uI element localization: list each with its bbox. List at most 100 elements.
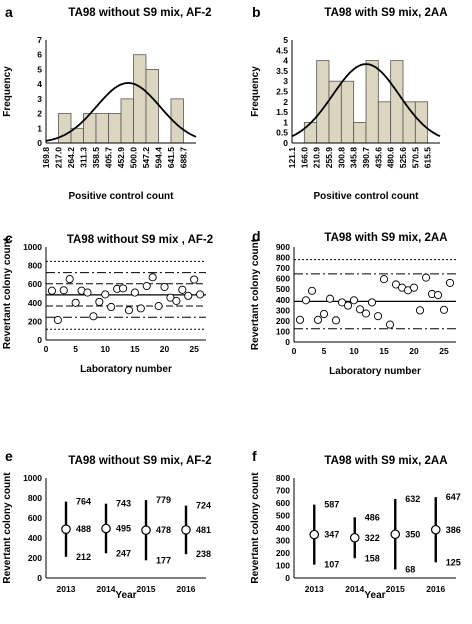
y-tick-label: 3.5 [276,66,288,76]
data-point [101,290,110,299]
data-point [71,298,80,307]
y-tick-label: 400 [276,523,290,533]
data-point [301,296,311,305]
y-tick-label: 900 [276,242,290,252]
y-tick-label: 800 [276,253,290,263]
y-tick-label: 1000 [23,473,42,483]
x-tick-label: 20 [160,344,170,354]
y-tick-label: 0 [285,337,290,347]
x-tick-label: 2014 [97,584,116,594]
bar [95,113,109,144]
y-tick-label: 1 [283,117,288,127]
y-axis-label: Revertant colony count [2,237,13,349]
panel-f: f TA98 with S9 mix, 2AA 0 100 200 300 400 500 60… [250,448,461,601]
y-tick-label: 0 [37,335,42,345]
x-tick-label: 121.1 [287,147,297,169]
x-tick-label: 480.6 [386,147,396,169]
x-tick-label: 405.7 [104,147,114,169]
y-tick-label: 600 [276,498,290,508]
data-point [89,312,98,321]
data-point [118,284,128,293]
x-tick-label: 2016 [177,584,196,594]
data-point [355,305,365,314]
bar [390,60,404,144]
x-tick-label: 500.0 [129,147,139,169]
x-axis-label: Year [115,590,136,601]
mean-label: 347 [324,530,339,540]
x-tick-label: 435.6 [373,147,383,169]
panel-letter: a [5,4,13,20]
bar [340,80,355,144]
data-point [136,304,145,313]
bar [133,54,147,144]
x-tick-label: 570.5 [410,147,420,169]
y-tick-label: 300 [276,536,290,546]
bar [108,113,122,144]
y-tick-label: 600 [28,279,42,289]
data-point [107,302,116,312]
data-point [325,294,335,303]
data-point [172,296,181,305]
x-tick-label: 10 [101,344,111,354]
x-axis-label: Positive control count [68,191,174,202]
upper-label: 743 [116,499,131,509]
data-point [142,282,151,291]
lower-label: 68 [405,565,415,575]
y-axis-label: Frequency [2,66,13,117]
y-tick-label: 3 [283,76,288,86]
x-tick-label: 641.5 [166,147,176,169]
y-axis-label: Revertant colony count [250,238,261,350]
mean-marker [141,525,151,535]
mean-label: 481 [196,525,211,535]
y-tick-label: 700 [276,486,290,496]
data-point [65,275,74,284]
data-point [184,291,193,300]
mean-label: 488 [76,524,91,534]
chart-title: TA98 without S9 mix, AF-2 [68,7,211,19]
panel-a: a TA98 without S9 mix, AF-2 0 1 2 3 4 5 6 7 Positi… [2,4,212,202]
mean-marker [430,524,441,535]
x-tick-label: 25 [439,346,449,356]
lower-label: 238 [196,549,211,559]
y-tick-label: 6 [37,50,42,60]
panel-letter: f [252,448,257,464]
x-tick-label: 166.0 [299,147,309,169]
x-tick-label: 547.2 [141,147,151,169]
data-point [433,290,443,300]
upper-label: 764 [76,497,91,507]
x-tick-label: 210.9 [312,147,322,169]
mean-label: 322 [365,533,380,543]
data-point [349,296,359,305]
y-axis-label: Frequency [250,66,261,117]
bar [303,122,318,144]
mean-marker [101,523,111,534]
mean-marker [61,524,71,534]
y-tick-label: 4 [283,56,288,66]
data-point [385,320,395,329]
y-axis-label: Revertant colony count [2,472,13,584]
upper-label: 724 [196,501,211,511]
y-tick-label: 7 [37,35,42,45]
data-point [367,298,377,307]
y-tick-label: 400 [28,298,42,308]
bar [365,60,379,144]
panel-e: e TA98 without S9 mix, AF-2 0 200 400 600 800 1… [2,448,212,601]
x-tick-label: 594.4 [154,147,164,169]
chart-title: TA98 without S9 mix, AF-2 [68,455,211,467]
x-tick-label: 525.6 [398,147,408,169]
y-tick-label: 1.5 [276,107,288,117]
x-tick-label: 15 [379,346,389,356]
y-tick-label: 2 [283,97,288,107]
y-tick-label: 600 [28,513,42,523]
data-point [83,288,92,297]
mean-label: 495 [116,524,131,534]
mean-marker [349,532,360,543]
data-point [178,285,187,294]
y-tick-label: 200 [276,548,290,558]
y-tick-label: 2.5 [276,87,288,97]
x-tick-label: 358.5 [91,147,101,169]
y-tick-label: 4 [37,79,42,89]
y-tick-label: 500 [276,284,290,294]
bar [145,69,159,144]
